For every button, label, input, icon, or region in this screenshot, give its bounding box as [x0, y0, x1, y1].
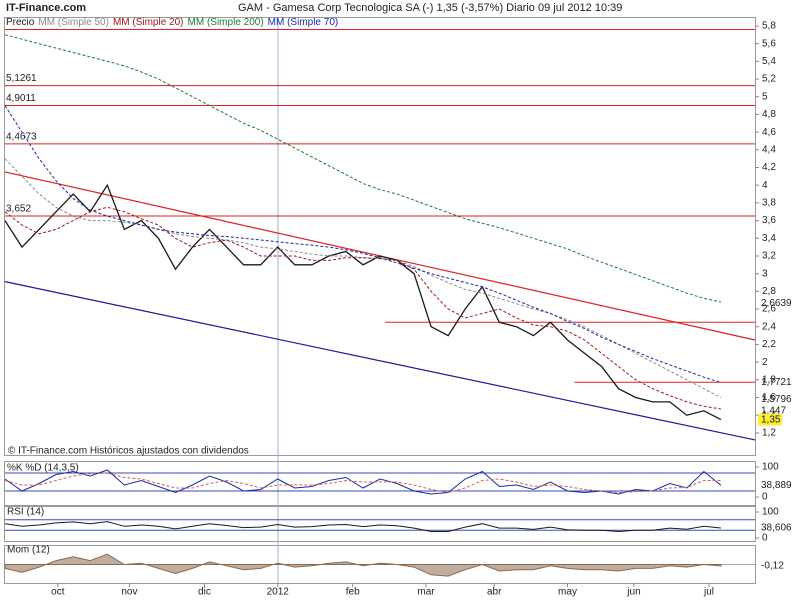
x-tick-label: feb: [346, 587, 360, 598]
y-tick-label: 2,4: [762, 321, 776, 332]
y-tick-label: 2,6: [762, 304, 776, 315]
value-label: 1,447: [761, 406, 786, 417]
value-label: 1,35: [761, 414, 781, 425]
y-tick-label: 5,8: [762, 21, 776, 32]
y-tick-label: 1,2: [762, 428, 776, 439]
legend: Precio MM (Simple 50) MM (Simple 20) MM (Si…: [6, 17, 338, 28]
series-line: [4, 105, 722, 383]
panel-title: %K %D (14,3,5): [7, 463, 79, 474]
legend-entry: MM (Simple 20): [113, 17, 184, 28]
value-label: 1,5796: [761, 394, 792, 405]
series-line: [4, 472, 721, 494]
value-label: 38,889: [761, 480, 792, 491]
value-label: 1,7721: [761, 377, 792, 388]
y-tick-label: 0: [762, 492, 768, 503]
y-tick-label: 1,6: [762, 392, 776, 403]
y-tick-label: 5,4: [762, 56, 776, 67]
y-tick-label: 100: [762, 462, 779, 473]
y-tick-label: 100: [762, 507, 779, 518]
level-label: 3,652: [6, 204, 31, 215]
y-tick-label: 3,2: [762, 251, 776, 262]
x-tick-label: abr: [487, 587, 502, 598]
y-tick-label: 2,2: [762, 339, 776, 350]
legend-entry: Precio: [6, 17, 35, 28]
level-label: 4,4673: [6, 131, 37, 142]
y-tick-label: 3: [762, 268, 768, 279]
series-line: [4, 158, 722, 398]
y-tick-label: 4,4: [762, 144, 776, 155]
value-highlight: [758, 413, 782, 426]
y-tick-label: 2,8: [762, 286, 776, 297]
y-tick-label: 4,2: [762, 162, 776, 173]
x-tick-label: dic: [198, 587, 211, 598]
value-label: 38,606: [761, 523, 792, 534]
value-label: -0,12: [761, 561, 784, 572]
x-tick-label: oct: [51, 587, 65, 598]
legend-entry: MM (Simple 200): [188, 17, 264, 28]
series-line: [4, 521, 721, 533]
y-tick-label: 3,4: [762, 233, 776, 244]
legend-entry: MM (Simple 70): [268, 17, 339, 28]
trend-line: [4, 281, 756, 441]
y-tick-label: 4,6: [762, 127, 776, 138]
y-tick-label: 3,6: [762, 215, 776, 226]
source-note: © IT-Finance.com Históricos ajustados co…: [8, 446, 249, 457]
x-tick-label: jul: [703, 587, 714, 598]
legend-entry: MM (Simple 50): [38, 17, 109, 28]
value-label: 2,6639: [761, 298, 792, 309]
level-label: 5,1261: [6, 73, 37, 84]
x-tick-label: mar: [417, 587, 435, 598]
chart-title: GAM - Gamesa Corp Tecnologica SA (-) 1,3…: [238, 2, 622, 14]
panel-title: Mom (12): [7, 545, 50, 556]
x-tick-label: nov: [121, 587, 137, 598]
y-tick-label: 4,8: [762, 109, 776, 120]
y-tick-label: 0: [762, 533, 768, 544]
y-tick-label: 5: [762, 91, 768, 102]
level-label: 4,9011: [6, 93, 36, 104]
area: [4, 553, 722, 577]
price-panel: [4, 17, 756, 456]
x-tick-label: jun: [626, 587, 640, 598]
y-tick-label: 2: [762, 357, 768, 368]
y-tick-label: 5,2: [762, 74, 776, 85]
rsi-panel: [4, 506, 756, 542]
stochastic-panel: [4, 461, 756, 506]
series-line: [4, 206, 721, 410]
panel-title: RSI (14): [7, 507, 44, 518]
y-tick-label: 3,8: [762, 198, 776, 209]
y-tick-label: 1,8: [762, 374, 776, 385]
y-tick-label: 4: [762, 180, 768, 191]
series-line: [4, 183, 722, 421]
site-name: IT-Finance.com: [6, 2, 86, 14]
x-tick-label: 2012: [267, 587, 290, 598]
x-tick-label: may: [558, 587, 577, 598]
y-tick-label: 5,6: [762, 38, 776, 49]
series-line: [4, 34, 722, 303]
